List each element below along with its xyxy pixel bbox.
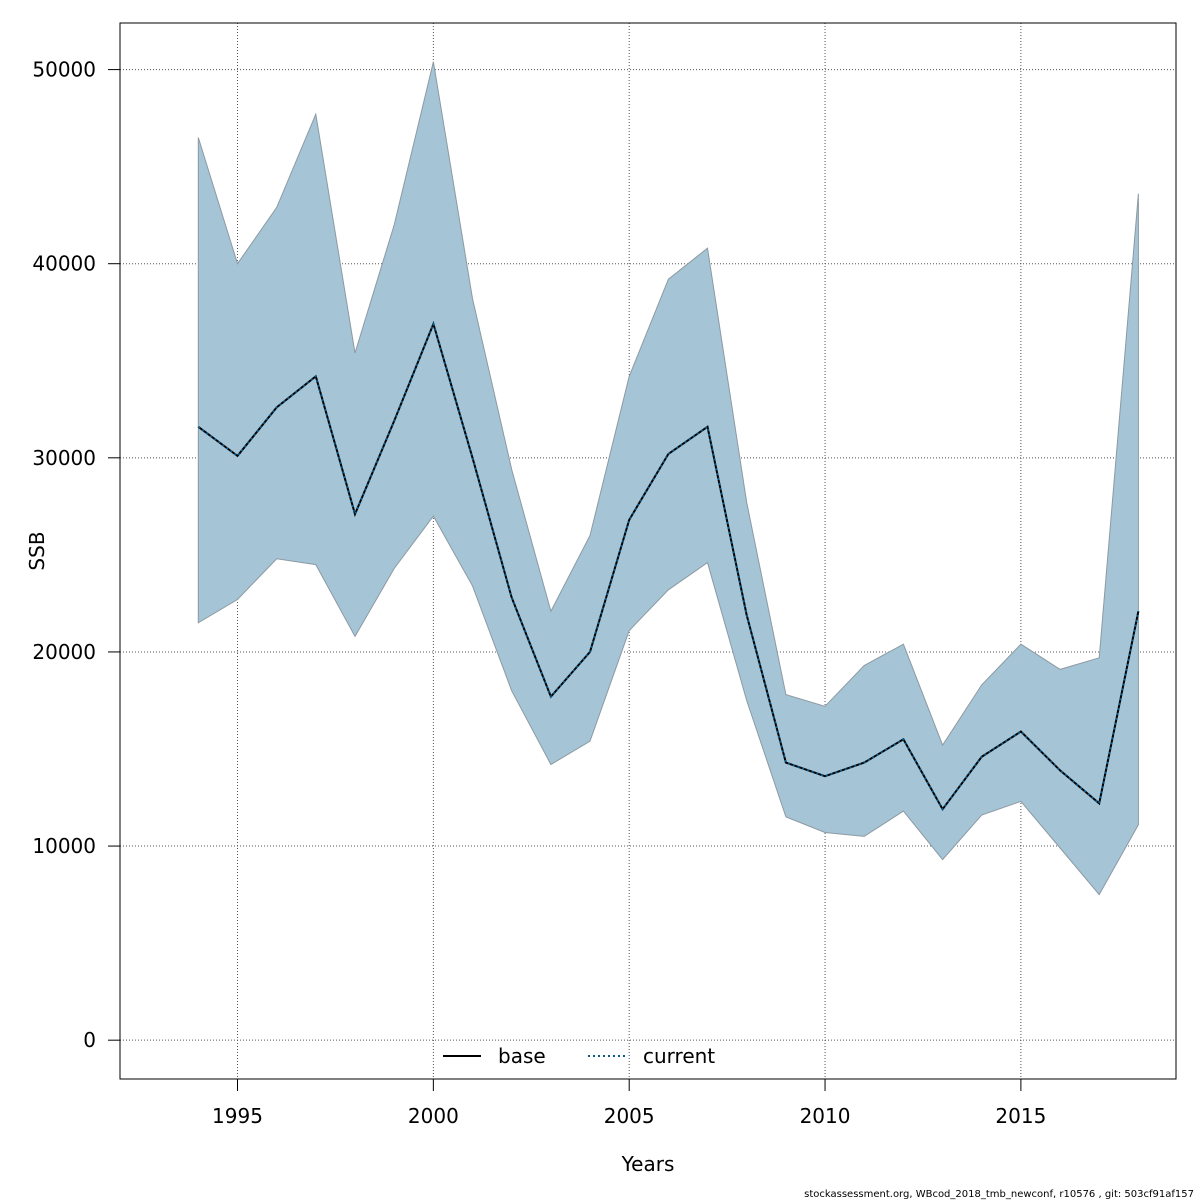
legend-label-base: base [498,1044,546,1068]
plot-frame [119,22,1177,1080]
y-tick-label: 0 [83,1028,96,1052]
x-tick-label: 2010 [800,1104,851,1128]
y-tick-label: 30000 [32,446,96,470]
footnote: stockassessment.org, WBcod_2018_tmb_newc… [804,1189,1194,1200]
y-tick-label: 20000 [32,640,96,664]
y-tick-label: 40000 [32,252,96,276]
confidence-band [197,61,1139,896]
x-tick-label: 2000 [408,1104,459,1128]
x-tick-label: 1995 [212,1104,263,1128]
legend-label-current: current [643,1044,715,1068]
x-tick-label: 2015 [995,1104,1046,1128]
y-axis-title: SSB [25,531,49,570]
y-axis: 0 10000 20000 30000 40000 50000 [32,58,120,1052]
y-tick-label: 50000 [32,58,96,82]
x-axis-title: Years [621,1152,675,1176]
x-axis: 1995 2000 2005 2010 2015 [212,1079,1046,1128]
x-tick-label: 2005 [604,1104,655,1128]
series-line-current [197,320,1140,812]
legend: base current [443,1044,715,1068]
y-tick-label: 10000 [32,834,96,858]
